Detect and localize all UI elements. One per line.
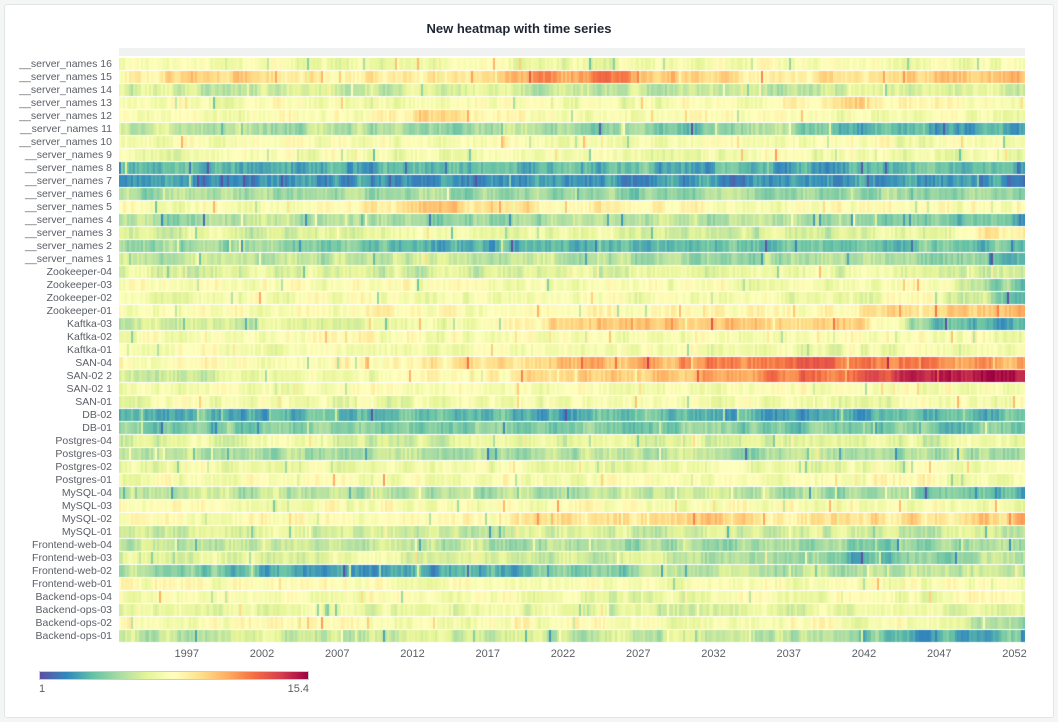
row-label: __server_names 4	[25, 214, 112, 226]
row-label: Zookeeper-04	[46, 266, 112, 278]
row-label: Zookeeper-01	[46, 305, 112, 317]
row-label: Postgres-03	[55, 448, 112, 460]
row-label: __server_names 2	[25, 240, 112, 252]
legend-min-label: 1	[39, 683, 46, 695]
x-tick-label: 2047	[926, 648, 952, 660]
row-label: Zookeeper-03	[46, 279, 112, 291]
row-label: SAN-02 1	[66, 383, 112, 395]
row-label: Frontend-web-03	[32, 552, 112, 564]
row-label: Frontend-web-01	[32, 578, 112, 590]
row-label: Backend-ops-01	[35, 630, 112, 642]
row-label: SAN-04	[75, 357, 112, 369]
row-label: MySQL-02	[61, 513, 112, 525]
x-tick-label: 2027	[625, 648, 651, 660]
row-label: Backend-ops-03	[35, 604, 112, 616]
x-tick-label: 1997	[174, 648, 199, 660]
x-tick-label: 2002	[249, 648, 275, 660]
x-tick-label: 2007	[324, 648, 350, 660]
row-label: Kaftka-01	[67, 344, 112, 356]
x-tick-label: 2017	[475, 648, 500, 660]
x-tick-label: 2042	[851, 648, 877, 660]
row-label: __server_names 11	[19, 123, 112, 135]
row-label: Kaftka-02	[67, 331, 112, 343]
row-label: __server_names 10	[19, 136, 112, 148]
row-label: SAN-01	[75, 396, 112, 408]
row-label: __server_names 15	[19, 71, 112, 83]
row-label: __server_names 3	[25, 227, 112, 239]
x-tick-label: 2012	[400, 648, 425, 660]
row-label: Postgres-04	[55, 435, 112, 447]
row-label: __server_names 1	[25, 253, 112, 265]
row-label: Postgres-01	[55, 474, 112, 486]
row-label: __server_names 6	[25, 188, 112, 200]
heatmap-chart: __server_names 16 __server_names 15 __serv…	[13, 48, 1027, 661]
row-label: Frontend-web-02	[32, 565, 112, 577]
x-tick-label: 2032	[701, 648, 726, 660]
row-label: __server_names 8	[25, 162, 112, 174]
row-label: Backend-ops-02	[35, 617, 112, 629]
row-label: Frontend-web-04	[32, 539, 112, 551]
y-axis: __server_names 16 __server_names 15 __serv…	[13, 48, 119, 661]
row-label: __server_names 16	[19, 58, 112, 70]
x-tick-label: 2037	[776, 648, 801, 660]
heatmap-panel: New heatmap with time series __server_na…	[4, 4, 1054, 718]
row-label: Zookeeper-02	[46, 292, 112, 304]
plot-area: 1997 2002 2007 2012 2017 2022 2027 2032 2037 2042…	[119, 48, 1027, 661]
row-label: DB-02	[82, 409, 112, 421]
row-label: Kaftka-03	[67, 318, 112, 330]
row-label: __server_names 7	[25, 175, 112, 187]
legend-max-label: 15.4	[287, 683, 309, 695]
row-label: Postgres-02	[55, 461, 112, 473]
panel-title: New heatmap with time series	[426, 21, 612, 36]
x-tick-label: 2052	[1002, 648, 1027, 660]
row-label: __server_names 9	[25, 149, 112, 161]
color-legend-gradient	[39, 671, 309, 680]
row-label: MySQL-01	[61, 526, 112, 538]
row-label: __server_names 5	[25, 201, 112, 213]
row-label: SAN-02 2	[66, 370, 112, 382]
x-tick-label: 2022	[550, 648, 576, 660]
plot-top-strip	[119, 48, 1025, 56]
row-label: Backend-ops-04	[35, 591, 112, 603]
row-label: MySQL-03	[61, 500, 112, 512]
row-label: __server_names 13	[19, 97, 112, 109]
heatmap-canvas[interactable]	[119, 58, 1025, 643]
row-label: __server_names 14	[19, 84, 112, 96]
color-legend: 1 15.4	[39, 671, 309, 695]
row-label: __server_names 12	[19, 110, 112, 122]
row-label: MySQL-04	[61, 487, 112, 499]
row-label: DB-01	[82, 422, 112, 434]
x-axis: 1997 2002 2007 2012 2017 2022 2027 2032 2037 2042…	[119, 643, 1027, 661]
